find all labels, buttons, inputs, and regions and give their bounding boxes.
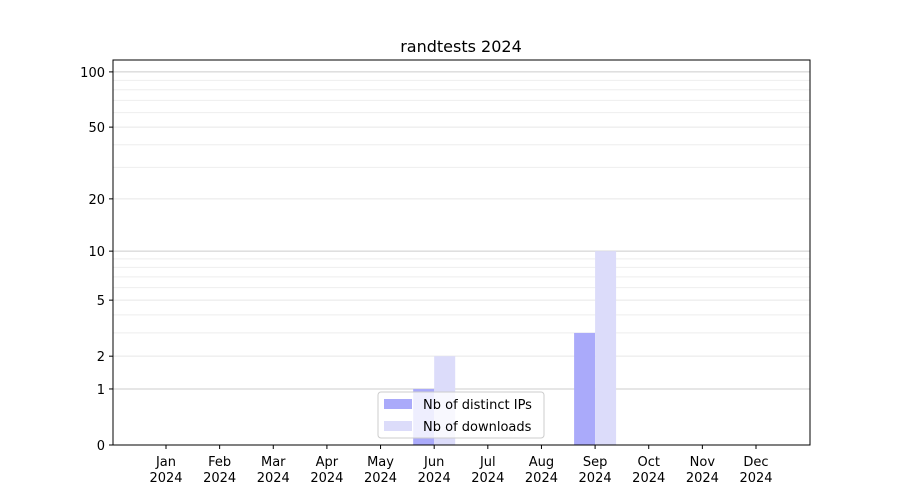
x-tick-label-line: Aug bbox=[529, 455, 554, 470]
x-tick-label-line: Jan bbox=[155, 455, 176, 470]
x-tick-label: Nov 2024 bbox=[686, 455, 719, 486]
bar-distinct-ips bbox=[574, 332, 596, 445]
x-tick-label-line: 2024 bbox=[149, 471, 182, 486]
x-tick-label-line: Jun bbox=[423, 455, 444, 470]
y-tick-label: 0 bbox=[97, 439, 105, 454]
x-tick-label-line: 2024 bbox=[632, 471, 665, 486]
x-tick-label-line: May bbox=[367, 455, 394, 470]
y-tick-label: 50 bbox=[88, 121, 105, 136]
x-tick-label-line: 2024 bbox=[471, 471, 504, 486]
x-tick-label: Jan 2024 bbox=[149, 455, 182, 486]
x-tick-label-line: 2024 bbox=[203, 471, 236, 486]
x-tick-label: Sep 2024 bbox=[579, 455, 612, 486]
y-tick-label: 2 bbox=[97, 350, 105, 365]
x-tick-label-line: Nov bbox=[690, 455, 716, 470]
x-tick-label-line: Dec bbox=[743, 455, 768, 470]
x-tick-label: May 2024 bbox=[364, 455, 397, 486]
legend-label: Nb of distinct IPs bbox=[423, 398, 532, 413]
legend-box bbox=[377, 391, 545, 439]
y-tick-label: 10 bbox=[88, 245, 105, 260]
x-tick-label: Jun 2024 bbox=[418, 455, 451, 486]
bar-downloads bbox=[595, 251, 617, 445]
y-axis: 0 1 2 5 10 20 50 100 bbox=[80, 66, 113, 454]
x-tick-label-line: Apr bbox=[316, 455, 339, 470]
x-tick-label: Apr 2024 bbox=[310, 455, 343, 486]
legend-label: Nb of downloads bbox=[423, 420, 532, 435]
y-tick-label: 5 bbox=[97, 294, 105, 309]
x-tick-label-line: Feb bbox=[208, 455, 231, 470]
x-tick-label: Mar 2024 bbox=[257, 455, 290, 486]
x-tick-label-line: 2024 bbox=[579, 471, 612, 486]
x-tick-label: Aug 2024 bbox=[525, 455, 558, 486]
x-tick-label-line: 2024 bbox=[686, 471, 719, 486]
legend-swatch bbox=[384, 421, 412, 431]
legend: Nb of distinct IPs Nb of downloads bbox=[377, 391, 545, 439]
x-tick-label-line: 2024 bbox=[525, 471, 558, 486]
x-tick-label: Feb 2024 bbox=[203, 455, 236, 486]
chart-title: randtests 2024 bbox=[400, 37, 522, 56]
gridlines bbox=[113, 71, 810, 390]
x-tick-label-line: 2024 bbox=[257, 471, 290, 486]
x-tick-label-line: Mar bbox=[261, 455, 286, 470]
x-tick-label: Dec 2024 bbox=[739, 455, 772, 486]
x-tick-label-line: 2024 bbox=[418, 471, 451, 486]
x-tick-label-line: 2024 bbox=[739, 471, 772, 486]
x-tick-label: Jul 2024 bbox=[471, 455, 504, 486]
x-tick-label-line: 2024 bbox=[364, 471, 397, 486]
y-tick-label: 100 bbox=[80, 66, 105, 81]
y-tick-label: 1 bbox=[97, 383, 105, 398]
x-tick-label-line: Sep bbox=[583, 455, 608, 470]
x-tick-label-line: Jul bbox=[479, 455, 496, 470]
x-tick-label-line: 2024 bbox=[310, 471, 343, 486]
plot-frame bbox=[112, 59, 811, 446]
x-tick-label: Oct 2024 bbox=[632, 455, 665, 486]
legend-swatch bbox=[384, 399, 412, 409]
x-tick-label-line: Oct bbox=[637, 455, 659, 470]
y-tick-label: 20 bbox=[88, 193, 105, 208]
